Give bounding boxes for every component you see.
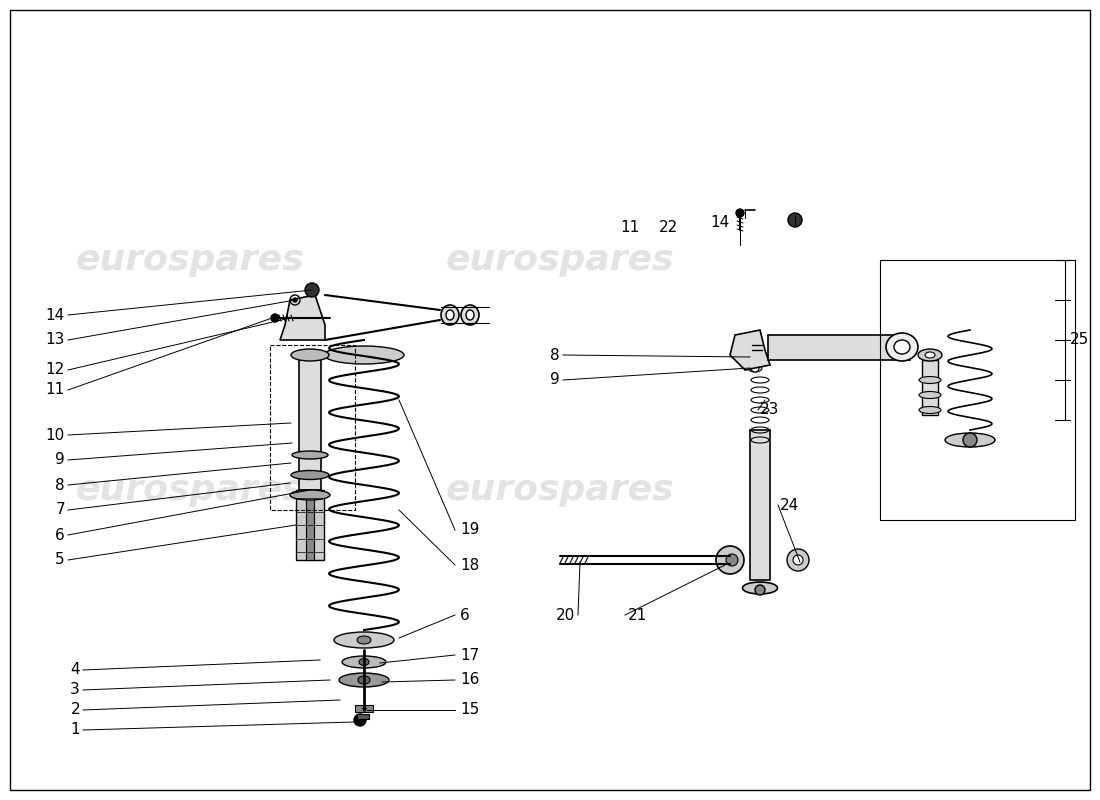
Ellipse shape [886, 333, 918, 361]
Text: 23: 23 [760, 402, 780, 418]
Text: 11: 11 [46, 382, 65, 398]
Circle shape [751, 353, 759, 361]
Ellipse shape [358, 636, 371, 644]
Circle shape [736, 209, 744, 217]
Ellipse shape [292, 470, 329, 479]
Text: 2: 2 [70, 702, 80, 718]
Ellipse shape [358, 676, 370, 684]
Bar [880, 260, 1075, 520]
Ellipse shape [748, 364, 762, 372]
Text: 12: 12 [46, 362, 65, 378]
Circle shape [962, 433, 977, 447]
Ellipse shape [290, 490, 330, 500]
Ellipse shape [742, 582, 778, 594]
Circle shape [305, 283, 319, 297]
Ellipse shape [339, 673, 389, 687]
Text: 16: 16 [460, 673, 480, 687]
Bar [296, 490, 324, 560]
Text: 8: 8 [55, 478, 65, 493]
Circle shape [755, 585, 764, 595]
Ellipse shape [461, 305, 478, 325]
Bar [358, 714, 368, 719]
Text: 25: 25 [1070, 333, 1089, 347]
Text: 8: 8 [550, 347, 560, 362]
Text: 22: 22 [659, 220, 678, 235]
Ellipse shape [359, 658, 369, 666]
Text: eurospares: eurospares [446, 473, 674, 507]
Ellipse shape [342, 656, 386, 668]
Circle shape [354, 714, 366, 726]
Ellipse shape [748, 354, 762, 360]
Ellipse shape [918, 406, 940, 414]
Ellipse shape [466, 310, 474, 320]
Text: eurospares: eurospares [446, 243, 674, 277]
Text: 9: 9 [550, 373, 560, 387]
Bar [922, 360, 938, 415]
Text: 18: 18 [460, 558, 480, 573]
Text: 4: 4 [70, 662, 80, 678]
Ellipse shape [334, 632, 394, 648]
Polygon shape [730, 330, 770, 370]
Text: eurospares: eurospares [76, 243, 305, 277]
Polygon shape [768, 335, 910, 360]
Text: 14: 14 [711, 215, 729, 230]
Text: 6: 6 [55, 527, 65, 542]
Text: 21: 21 [628, 607, 647, 622]
Text: 1: 1 [70, 722, 80, 738]
Text: 24: 24 [780, 498, 800, 513]
Text: 10: 10 [46, 427, 65, 442]
Bar [299, 360, 321, 490]
Ellipse shape [793, 555, 803, 565]
Ellipse shape [918, 391, 940, 398]
Text: 20: 20 [556, 607, 575, 622]
Circle shape [271, 314, 279, 322]
Ellipse shape [894, 340, 910, 354]
Bar [306, 470, 313, 560]
Text: 14: 14 [46, 307, 65, 322]
Text: 5: 5 [55, 553, 65, 567]
Ellipse shape [292, 451, 328, 459]
Text: 19: 19 [460, 522, 480, 538]
Circle shape [293, 298, 297, 302]
Bar [355, 705, 373, 712]
Text: 6: 6 [460, 607, 470, 622]
Ellipse shape [918, 349, 942, 361]
Text: 11: 11 [620, 220, 639, 235]
Text: 9: 9 [55, 453, 65, 467]
Circle shape [788, 213, 802, 227]
Ellipse shape [918, 377, 940, 383]
Ellipse shape [446, 310, 454, 320]
Text: 7: 7 [55, 502, 65, 518]
Text: 17: 17 [460, 647, 480, 662]
Polygon shape [280, 295, 324, 340]
Ellipse shape [324, 346, 404, 364]
Ellipse shape [786, 549, 808, 571]
Text: 3: 3 [70, 682, 80, 698]
Ellipse shape [441, 305, 459, 325]
Ellipse shape [292, 349, 329, 361]
Circle shape [751, 364, 759, 372]
Text: 15: 15 [460, 702, 480, 718]
Ellipse shape [945, 433, 996, 447]
Bar [270, 345, 355, 510]
Text: 13: 13 [45, 333, 65, 347]
Circle shape [726, 554, 738, 566]
Bar [750, 430, 770, 580]
Ellipse shape [925, 352, 935, 358]
Text: eurospares: eurospares [76, 473, 305, 507]
Circle shape [716, 546, 744, 574]
